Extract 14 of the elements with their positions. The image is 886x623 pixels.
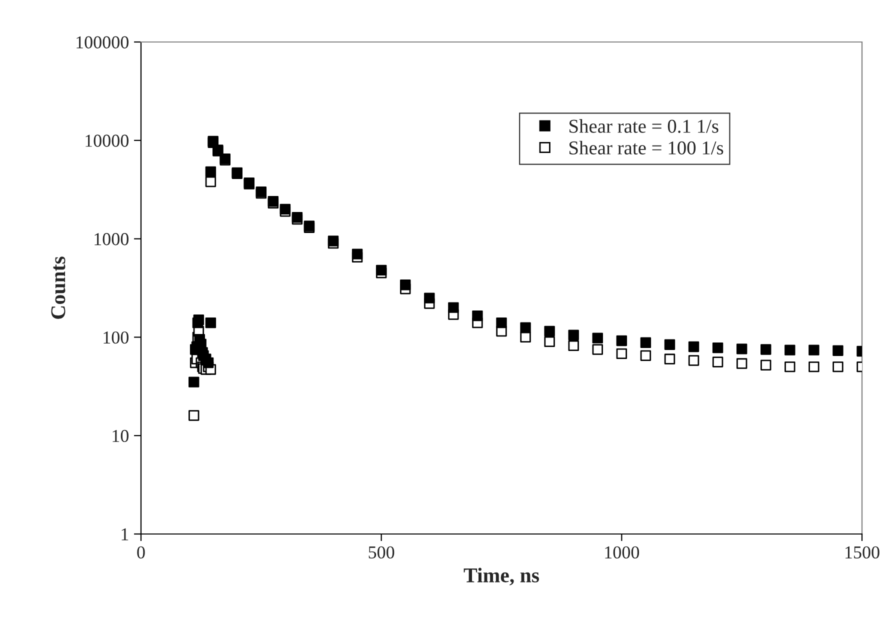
- x-tick-label: 500: [368, 546, 394, 559]
- y-tick-label: 10: [112, 430, 129, 442]
- legend-label: Shear rate = 0.1 1/s: [569, 119, 718, 133]
- y-tick-label: 1000: [94, 233, 129, 246]
- y-tick-label: 100000: [76, 36, 129, 48]
- y-axis-title: Counts: [51, 256, 66, 319]
- y-tick-label: 1: [122, 528, 128, 540]
- x-tick-label: 1500: [846, 546, 880, 559]
- x-axis-title: Time, ns: [464, 568, 540, 586]
- y-tick-label: 10000: [86, 134, 129, 147]
- y-tick-label: 100: [104, 331, 129, 344]
- legend-label: Shear rate = 100 1/s: [569, 140, 724, 154]
- x-tick-label: 1000: [605, 546, 640, 559]
- x-tick-label: 0: [137, 546, 145, 559]
